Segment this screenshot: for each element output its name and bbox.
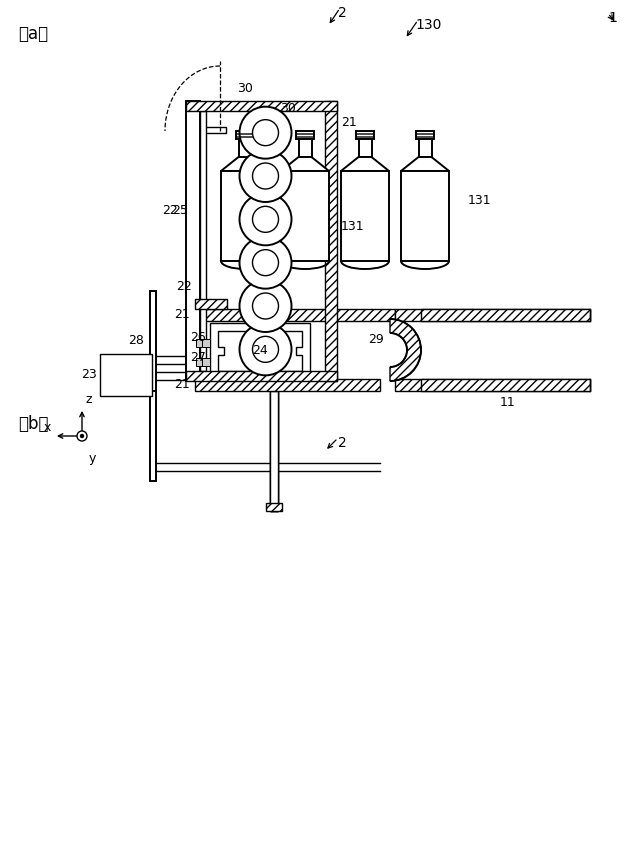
Bar [196,127,226,133]
Bar [270,391,278,511]
Bar [221,171,269,261]
Text: x: x [44,421,51,434]
Polygon shape [341,157,389,171]
Text: 23: 23 [81,368,97,381]
Text: 30: 30 [237,82,253,95]
Text: 29: 29 [368,333,384,346]
Bar [196,131,204,309]
Bar [202,339,210,346]
Circle shape [239,323,291,375]
Text: 21: 21 [341,116,356,129]
Bar [270,371,278,511]
Bar [296,131,314,139]
Text: （b）: （b） [18,415,49,433]
Bar [421,379,590,391]
Bar [281,171,329,261]
Text: 22: 22 [176,281,192,294]
Circle shape [253,336,278,363]
Circle shape [239,193,291,245]
Bar [186,101,200,381]
Circle shape [239,106,291,158]
Bar [421,309,590,321]
Bar [196,358,202,366]
Circle shape [253,293,278,319]
Text: 1: 1 [608,11,617,25]
Circle shape [77,431,87,441]
Text: 21: 21 [174,309,190,322]
Bar [325,101,337,381]
Text: 26: 26 [190,331,206,344]
Circle shape [81,435,83,437]
Text: 22: 22 [163,204,178,218]
Bar [202,358,210,366]
Text: 11: 11 [500,396,516,409]
Bar [419,139,431,157]
Text: 27: 27 [190,351,206,363]
Text: 24: 24 [252,345,268,357]
Text: 25: 25 [172,204,188,218]
Bar [341,171,389,261]
Circle shape [239,237,291,288]
Bar [196,339,202,346]
Text: 30: 30 [280,102,296,115]
Polygon shape [218,331,302,371]
Bar [416,131,434,139]
Bar [200,111,206,371]
Bar [356,131,374,139]
Text: z: z [85,393,92,406]
Bar [100,354,152,396]
Bar [401,171,449,261]
Text: 28: 28 [128,334,144,347]
Bar [358,139,371,157]
Text: 21: 21 [174,379,190,391]
Bar [239,139,252,157]
Bar [186,371,337,381]
Text: 130: 130 [415,18,442,32]
Bar [298,139,312,157]
Circle shape [239,150,291,202]
Circle shape [253,163,278,189]
Bar [210,323,310,379]
Bar [186,101,337,111]
Bar [195,299,227,309]
Circle shape [253,249,278,276]
Text: （a）: （a） [18,25,48,43]
Text: 131: 131 [341,220,365,232]
Bar [150,291,156,391]
Circle shape [239,280,291,332]
Text: 2: 2 [338,6,347,20]
Text: 131: 131 [468,195,492,208]
Polygon shape [221,157,269,171]
Text: 2: 2 [338,436,347,450]
Bar [150,391,156,481]
Circle shape [253,120,278,146]
Polygon shape [281,157,329,171]
Polygon shape [401,157,449,171]
Bar [236,131,254,139]
Bar [266,503,282,511]
Wedge shape [390,319,421,381]
Circle shape [253,206,278,232]
Bar [195,309,395,321]
Bar [270,379,278,511]
Bar [395,379,590,391]
Bar [395,309,590,321]
Text: y: y [89,452,97,465]
Bar [195,379,380,391]
